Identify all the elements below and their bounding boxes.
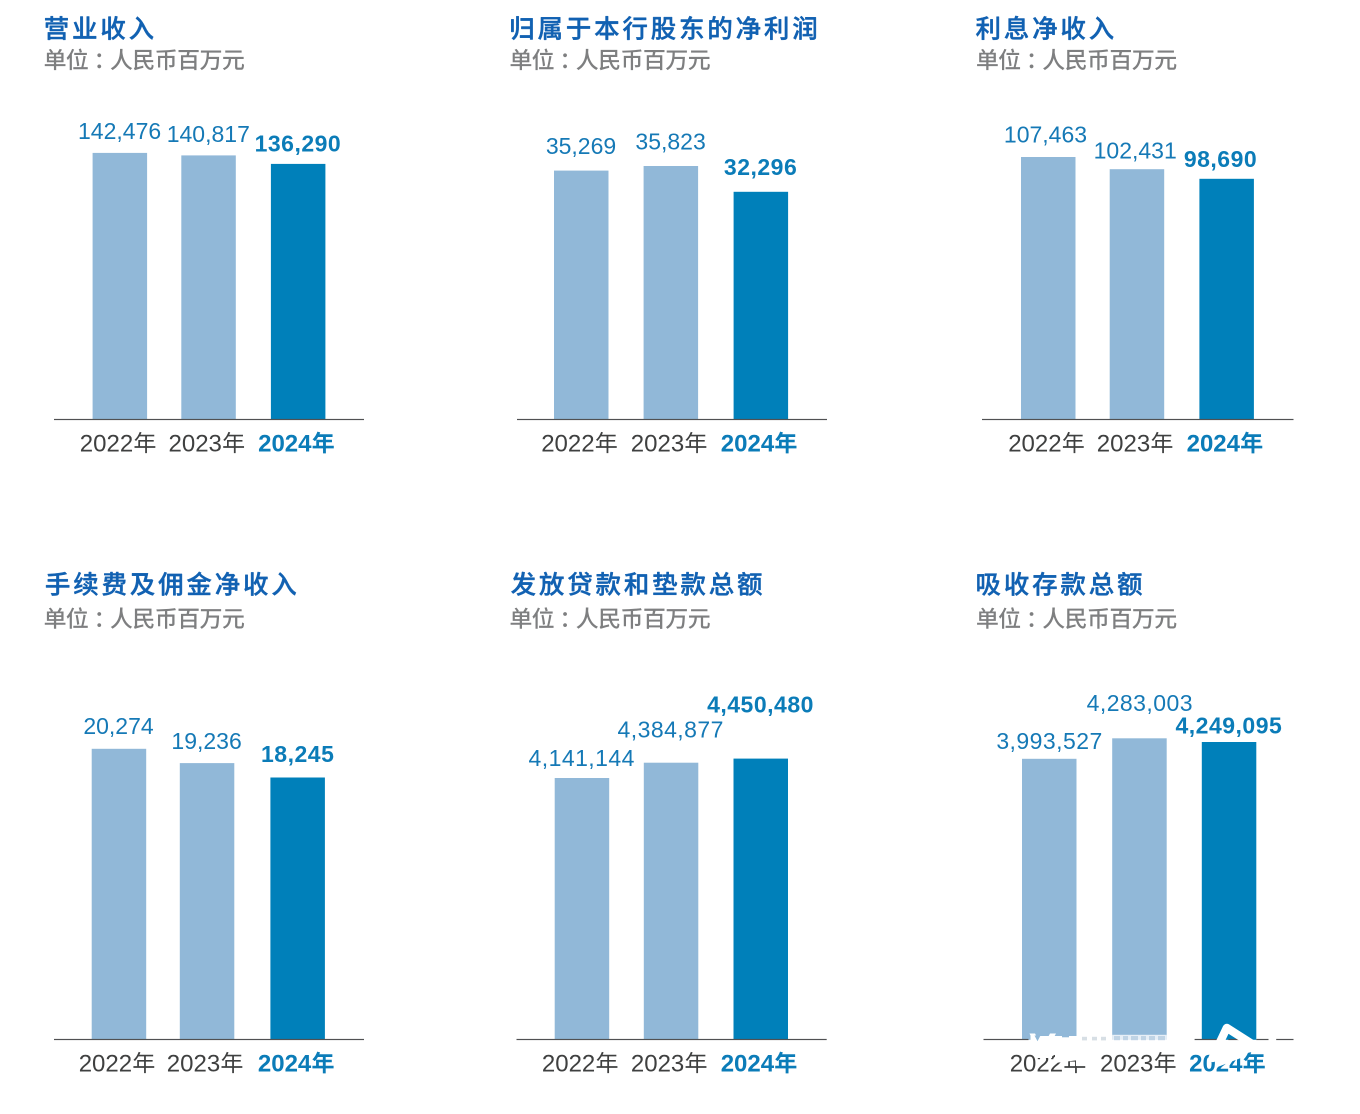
svg-text:107,463: 107,463 bbox=[1004, 121, 1087, 147]
svg-text:4,283,003: 4,283,003 bbox=[1087, 690, 1193, 716]
svg-text:32,296: 32,296 bbox=[724, 154, 797, 180]
svg-text:2023: 2023 bbox=[631, 1050, 684, 1077]
svg-text:2023: 2023 bbox=[169, 430, 222, 457]
svg-text:4,450,480: 4,450,480 bbox=[707, 692, 814, 718]
svg-text:35,269: 35,269 bbox=[546, 133, 616, 159]
svg-text:2024: 2024 bbox=[258, 430, 312, 457]
svg-text:142,476: 142,476 bbox=[78, 118, 161, 144]
svg-text:2022: 2022 bbox=[541, 430, 594, 457]
svg-text:2024: 2024 bbox=[1187, 430, 1241, 457]
svg-text:4,384,877: 4,384,877 bbox=[618, 717, 724, 743]
svg-text:136,290: 136,290 bbox=[255, 131, 342, 157]
svg-text:35,823: 35,823 bbox=[635, 129, 705, 155]
svg-text:2022: 2022 bbox=[1008, 430, 1061, 457]
svg-text:140,817: 140,817 bbox=[167, 121, 250, 147]
svg-text:3,993,527: 3,993,527 bbox=[996, 728, 1102, 754]
svg-text:2024: 2024 bbox=[721, 1050, 775, 1077]
svg-text:20,274: 20,274 bbox=[83, 713, 154, 739]
svg-text:4,249,095: 4,249,095 bbox=[1175, 712, 1282, 738]
svg-text:2023: 2023 bbox=[1097, 430, 1150, 457]
svg-text:2022: 2022 bbox=[79, 1050, 132, 1077]
svg-text:98,690: 98,690 bbox=[1184, 146, 1257, 172]
svg-text:4,141,144: 4,141,144 bbox=[529, 745, 635, 771]
svg-text:2022: 2022 bbox=[80, 430, 133, 457]
svg-text:18,245: 18,245 bbox=[261, 741, 334, 767]
svg-text:2022: 2022 bbox=[542, 1050, 595, 1077]
svg-text:2023: 2023 bbox=[631, 430, 684, 457]
svg-text:2023: 2023 bbox=[167, 1050, 220, 1077]
svg-text:102,431: 102,431 bbox=[1094, 137, 1177, 163]
svg-text:2024: 2024 bbox=[258, 1050, 312, 1077]
svg-text:19,236: 19,236 bbox=[171, 728, 241, 754]
svg-text:2024: 2024 bbox=[721, 430, 775, 457]
svg-text:2023: 2023 bbox=[1100, 1050, 1153, 1077]
